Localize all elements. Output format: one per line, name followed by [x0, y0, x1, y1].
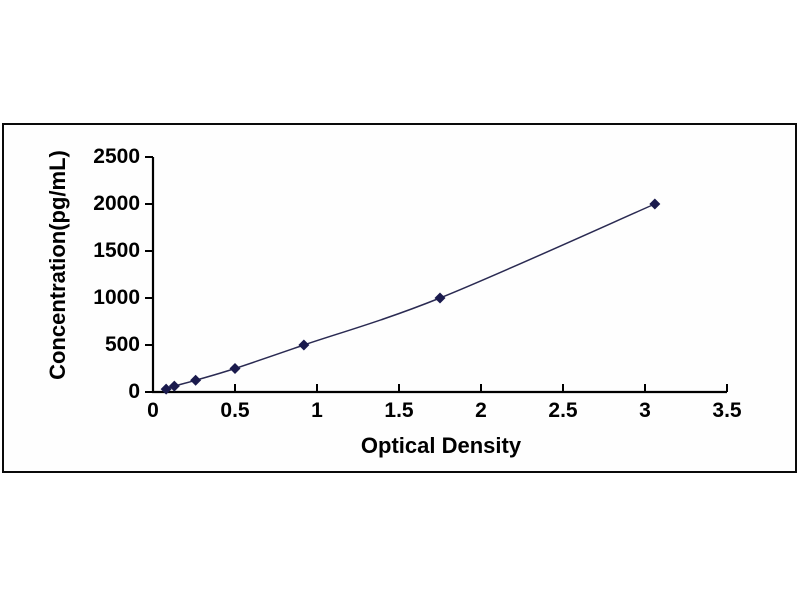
- data-point-marker: [229, 363, 241, 374]
- x-tick-label: 0.5: [220, 399, 250, 422]
- x-tick-label: 2.5: [548, 399, 578, 422]
- x-axis-title: Optical Density: [360, 433, 522, 458]
- y-tick-label: 2000: [93, 192, 140, 215]
- x-tick-label: 1.5: [384, 399, 414, 422]
- x-tick-label: 1: [311, 399, 323, 422]
- data-point-marker: [168, 380, 180, 392]
- x-tick-label: 3.5: [712, 399, 742, 422]
- y-tick-label: 2500: [93, 145, 140, 168]
- y-tick-label: 1500: [93, 239, 140, 262]
- y-axis-title: Concentration(pg/mL): [45, 150, 70, 380]
- data-point-marker: [190, 374, 202, 386]
- data-point-marker: [649, 198, 661, 210]
- y-tick-label: 1000: [93, 286, 140, 309]
- data-point-marker: [160, 383, 172, 395]
- standard-curve-line: [165, 203, 656, 390]
- y-tick-label: 500: [104, 333, 140, 356]
- data-point-marker: [434, 292, 446, 304]
- x-tick-label: 0: [147, 399, 159, 422]
- chart-frame: [2, 123, 797, 473]
- x-tick-label: 2: [475, 399, 487, 422]
- data-point-marker: [298, 339, 310, 351]
- x-tick-label: 3: [639, 399, 651, 422]
- y-tick-label: 0: [128, 380, 140, 403]
